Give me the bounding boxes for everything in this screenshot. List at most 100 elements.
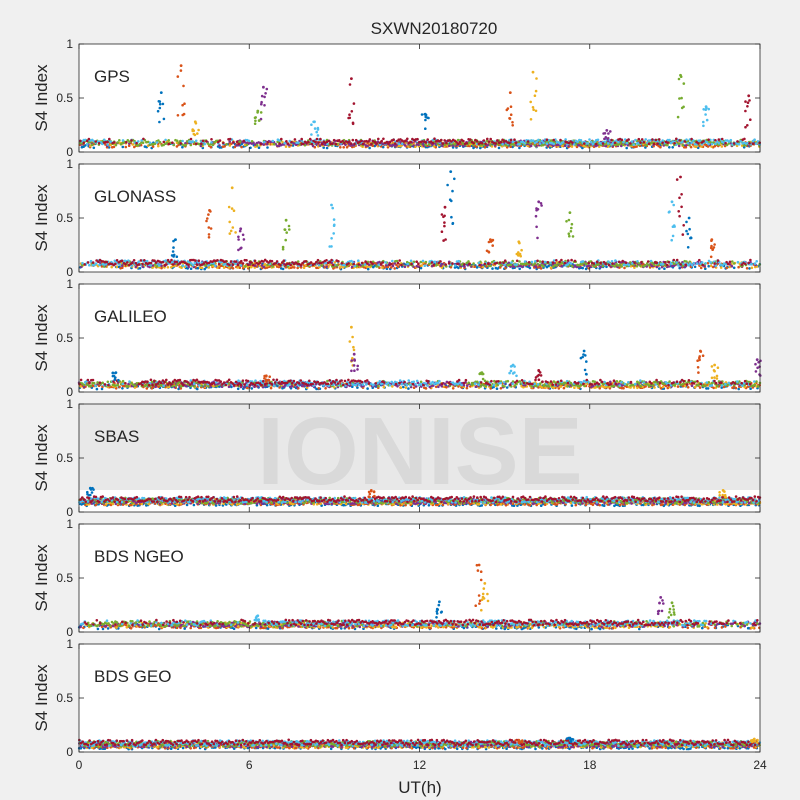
scatter-point: [239, 140, 242, 143]
scatter-point: [478, 264, 481, 267]
panel-glonass: 00.51GLONASSS4 Index: [32, 157, 761, 279]
spike-point: [673, 225, 676, 228]
scatter-point: [106, 143, 109, 146]
scatter-point: [510, 261, 513, 264]
scatter-point: [648, 143, 651, 146]
scatter-point: [638, 382, 641, 385]
scatter-point: [204, 383, 207, 386]
scatter-point: [539, 142, 542, 145]
scatter-point: [608, 264, 611, 267]
scatter-point: [640, 261, 643, 264]
scatter-point: [428, 143, 431, 146]
scatter-point: [451, 262, 454, 265]
scatter-point: [420, 381, 423, 384]
scatter-point: [716, 385, 719, 388]
spike-point: [208, 236, 211, 239]
scatter-point: [243, 140, 246, 143]
scatter-point: [629, 142, 632, 145]
scatter-point: [181, 140, 184, 143]
scatter-point: [367, 268, 370, 271]
scatter-point: [653, 264, 656, 267]
scatter-point: [196, 264, 199, 267]
scatter-point: [142, 141, 145, 144]
scatter-point: [620, 265, 623, 268]
scatter-point: [416, 138, 419, 141]
scatter-point: [501, 143, 504, 146]
scatter-point: [738, 143, 741, 146]
spike-point: [176, 255, 179, 258]
scatter-point: [432, 264, 435, 267]
scatter-point: [83, 386, 86, 389]
scatter-point: [398, 142, 401, 145]
spike-point: [713, 243, 716, 246]
scatter-point: [593, 380, 596, 383]
scatter-point: [484, 143, 487, 146]
scatter-point: [488, 140, 491, 143]
scatter-point: [566, 385, 569, 388]
scatter-point: [484, 263, 487, 266]
spike-point: [180, 69, 183, 72]
scatter-point: [627, 138, 630, 141]
scatter-point: [542, 141, 545, 144]
scatter-point: [548, 385, 551, 388]
spike-point: [240, 247, 243, 250]
scatter-point: [432, 142, 435, 145]
scatter-point: [737, 261, 740, 264]
scatter-point: [171, 141, 174, 144]
scatter-point: [271, 260, 274, 263]
spike-point: [260, 101, 263, 104]
spike-point: [162, 103, 165, 106]
spike-point: [511, 121, 514, 124]
scatter-point: [337, 260, 340, 263]
spike-point: [264, 92, 267, 95]
spike-point: [288, 228, 291, 231]
spike-peak: [489, 238, 492, 241]
scatter-point: [471, 383, 474, 386]
spike-point: [748, 99, 751, 102]
spike-point: [747, 101, 750, 104]
scatter-point: [595, 143, 598, 146]
scatter-point: [725, 267, 728, 270]
spike-point: [285, 231, 288, 234]
scatter-point: [340, 385, 343, 388]
scatter-point: [341, 262, 344, 265]
scatter-point: [159, 141, 162, 144]
scatter-point: [444, 263, 447, 266]
scatter-point: [96, 388, 99, 391]
spike-point: [687, 246, 690, 249]
scatter-point: [639, 265, 642, 268]
spike-point: [534, 94, 537, 97]
spike-point: [487, 250, 490, 253]
spike-point: [511, 124, 514, 127]
scatter-point: [445, 142, 448, 145]
scatter-point: [310, 261, 313, 264]
spike-point: [310, 133, 313, 136]
scatter-point: [614, 142, 617, 145]
scatter-point: [596, 260, 599, 263]
scatter-point: [247, 263, 250, 266]
scatter-point: [527, 140, 530, 143]
scatter-point: [208, 266, 211, 269]
scatter-point: [519, 380, 522, 383]
scatter-point: [515, 263, 518, 266]
scatter-point: [583, 142, 586, 145]
scatter-point: [707, 143, 710, 146]
scatter-point: [290, 141, 293, 144]
spike-point: [746, 124, 749, 127]
spike-point: [519, 253, 522, 256]
scatter-point: [516, 260, 519, 263]
scatter-point: [552, 139, 555, 142]
spike-peak: [444, 206, 447, 209]
spike-point: [682, 224, 685, 227]
spike-point: [442, 239, 445, 242]
scatter-point: [746, 267, 749, 270]
scatter-point: [648, 264, 651, 267]
scatter-point: [307, 141, 310, 144]
scatter-point: [504, 267, 507, 270]
scatter-point: [252, 264, 255, 267]
scatter-point: [466, 142, 469, 145]
spike-point: [710, 255, 713, 258]
spike-peak: [679, 74, 682, 77]
spike-point: [282, 248, 285, 251]
scatter-point: [700, 267, 703, 270]
